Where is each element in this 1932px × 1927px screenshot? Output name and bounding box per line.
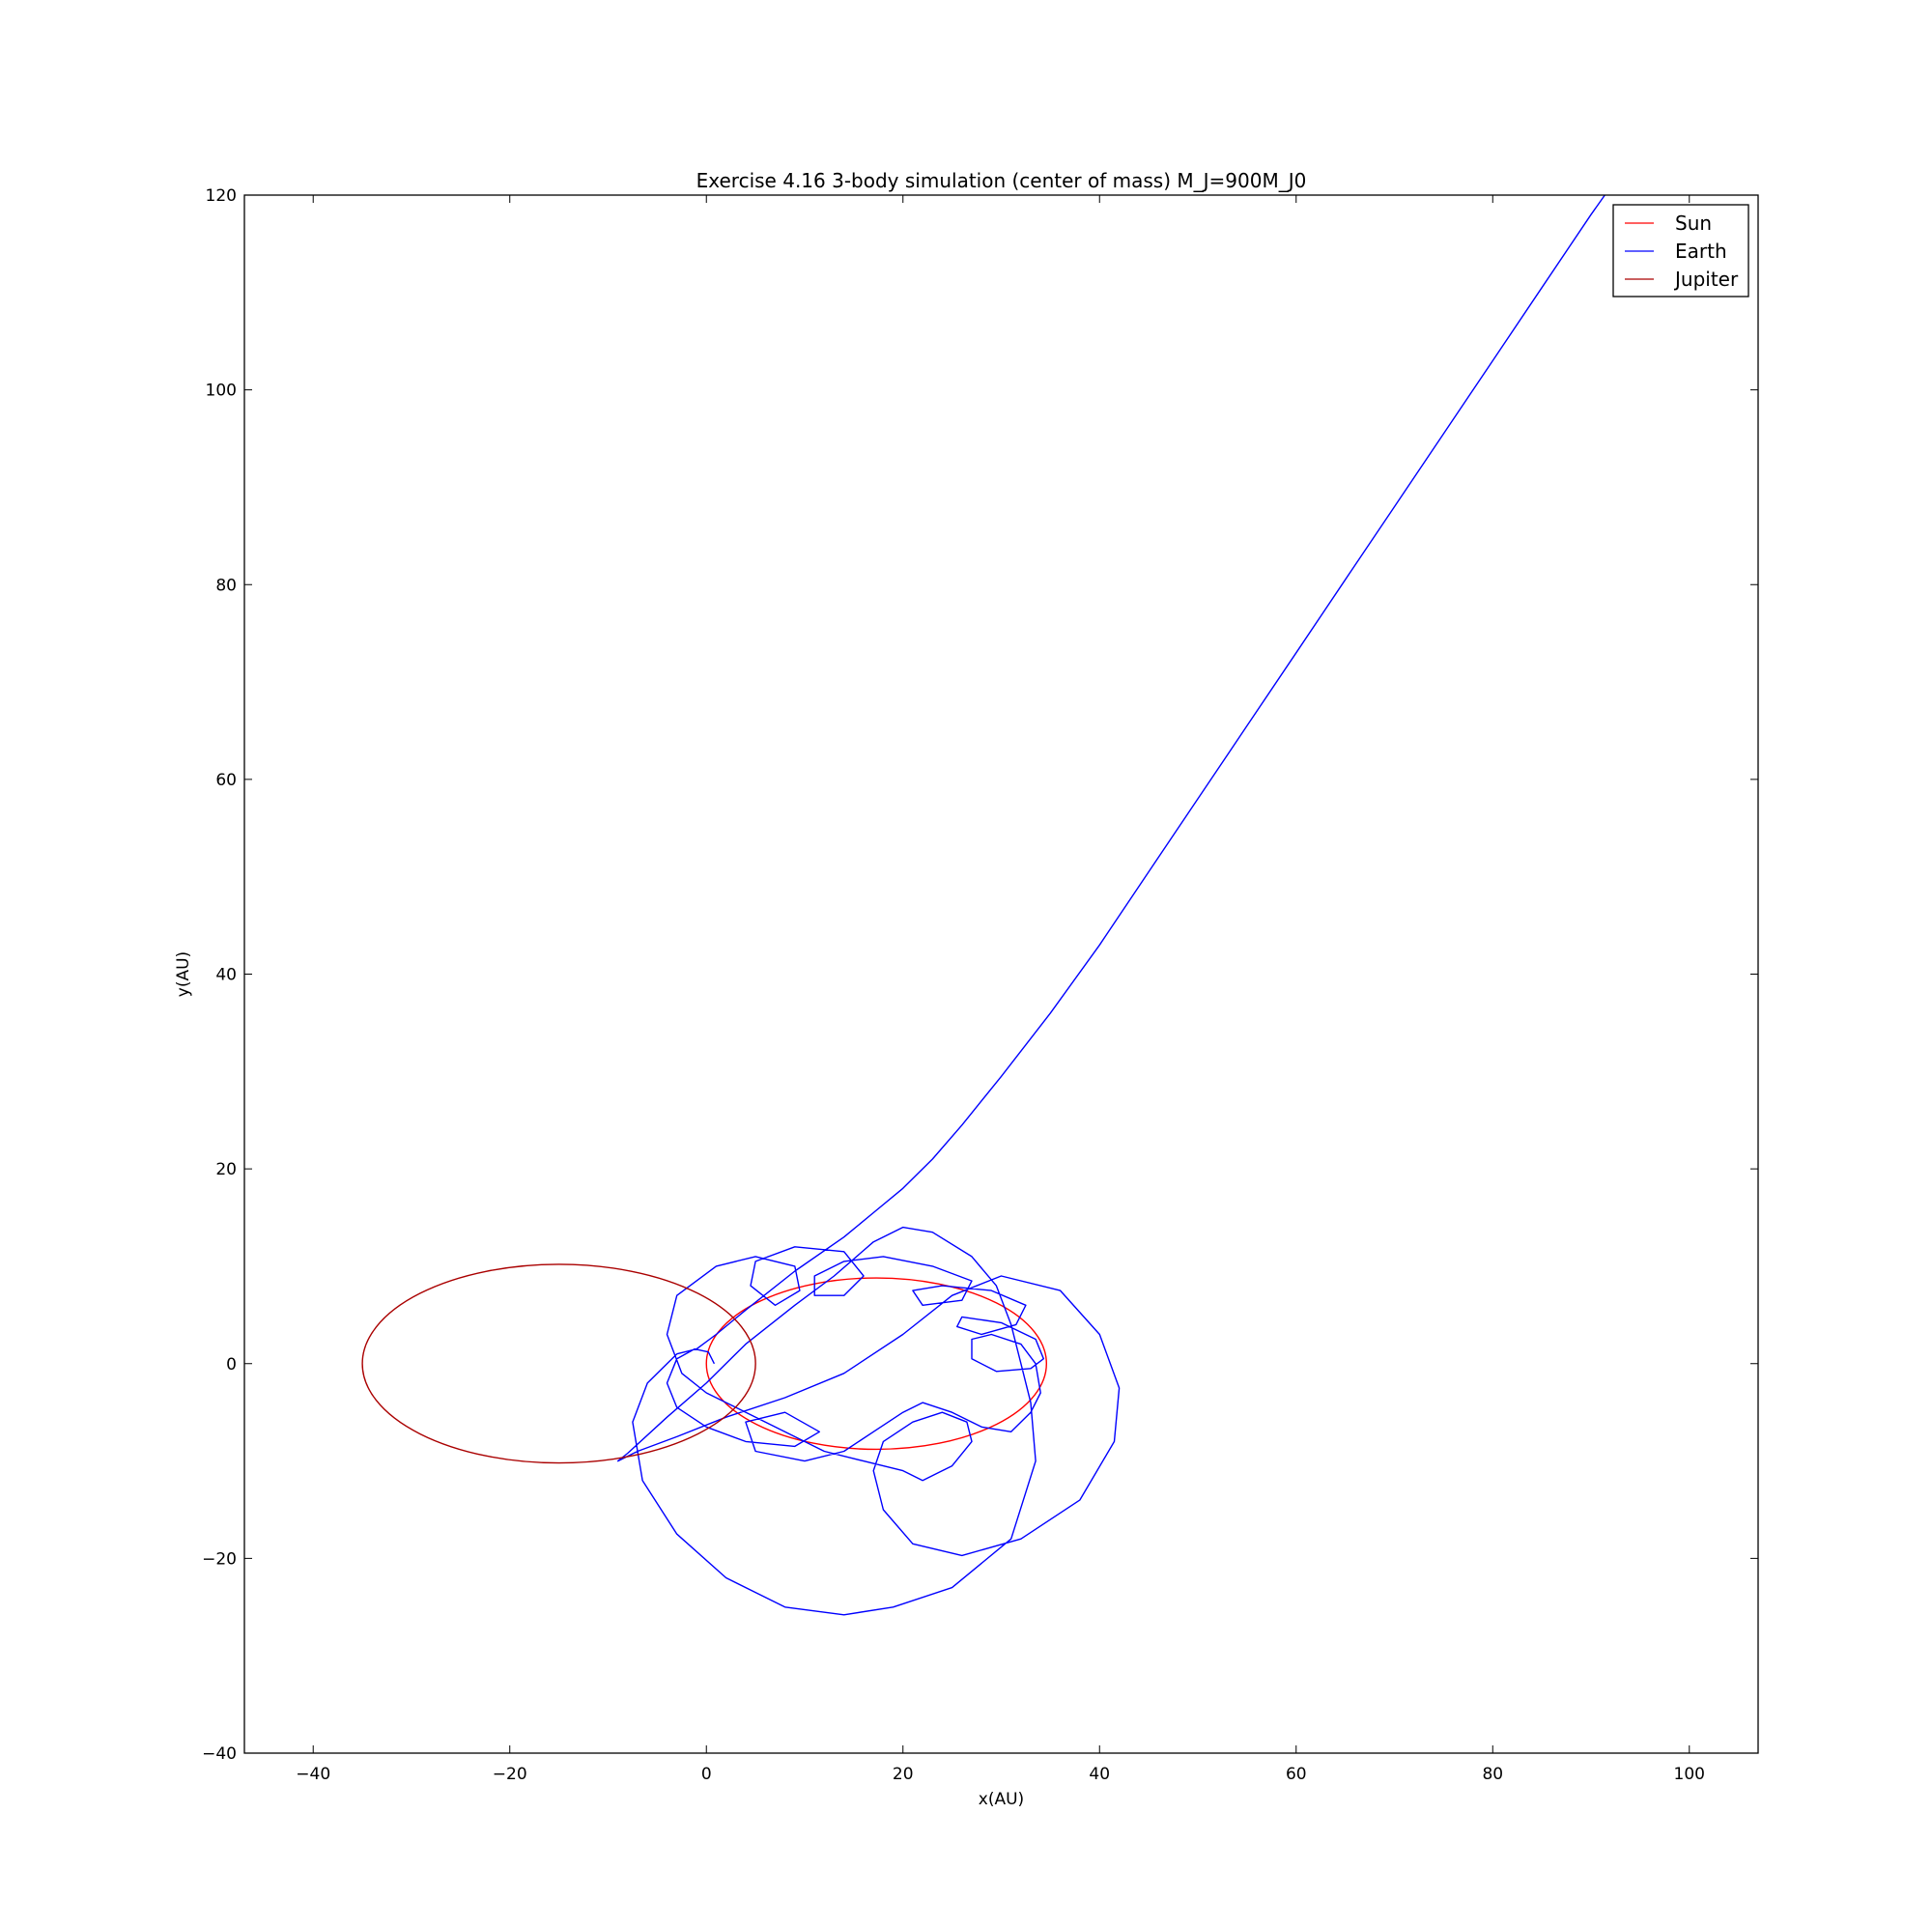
- axis-ticks: −40 −20 0 20 40 60 80 100 −40 −20 0 20 40 60 80 100 120: [202, 186, 1758, 1784]
- y-tick-label: 80: [215, 576, 237, 595]
- series-earth-path: [617, 195, 1605, 1616]
- y-tick-label: 0: [226, 1355, 237, 1374]
- x-tick-label: 0: [701, 1765, 712, 1784]
- series-jupiter-path: [361, 1263, 756, 1464]
- x-tick-label: 20: [893, 1765, 914, 1784]
- legend-label-jupiter: Jupiter: [1673, 268, 1739, 291]
- series-sun-path: [705, 1277, 1048, 1451]
- x-tick-label: −20: [493, 1765, 527, 1784]
- legend: Sun Earth Jupiter: [1612, 204, 1749, 298]
- y-axis-label: y(AU): [174, 951, 193, 997]
- y-tick-label: 60: [215, 771, 237, 790]
- plot-series-group: [361, 195, 1605, 1616]
- y-tick-label: 100: [206, 382, 237, 401]
- y-tick-label: 20: [215, 1160, 237, 1179]
- y-tick-label: 120: [206, 186, 237, 206]
- x-axis-label: x(AU): [979, 1790, 1024, 1809]
- x-tick-label: 40: [1089, 1765, 1110, 1784]
- legend-label-sun: Sun: [1675, 212, 1712, 235]
- chart-title: Exercise 4.16 3-body simulation (center …: [696, 169, 1307, 192]
- x-tick-label: 80: [1482, 1765, 1503, 1784]
- y-tick-label: −20: [202, 1549, 237, 1569]
- x-tick-label: 100: [1674, 1765, 1705, 1784]
- y-tick-label: 40: [215, 966, 237, 985]
- legend-label-earth: Earth: [1675, 240, 1727, 263]
- y-tick-label: −40: [202, 1744, 237, 1764]
- x-tick-label: 60: [1286, 1765, 1307, 1784]
- x-tick-label: −40: [296, 1765, 330, 1784]
